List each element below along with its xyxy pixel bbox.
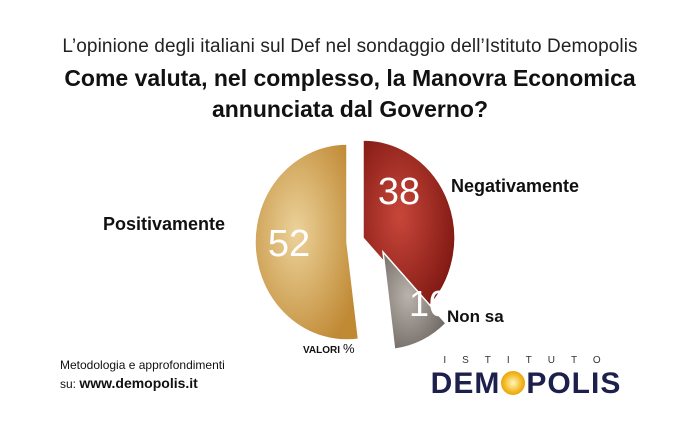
logo-sun-icon [501, 371, 526, 395]
logo-text-start: DEM [430, 367, 501, 400]
chart-subtitle: L’opinione degli italiani sul Def nel so… [62, 36, 638, 57]
pie-slice-negativamente [362, 139, 456, 311]
question-line-1: Come valuta, nel complesso, la Manovra E… [64, 65, 636, 91]
methodology-url-link[interactable]: www.demopolis.it [79, 375, 198, 391]
pie-slice-non-sa [381, 249, 448, 351]
methodology-url-line: su: www.demopolis.it [60, 374, 225, 393]
chart-question: Come valuta, nel complesso, la Manovra E… [0, 63, 700, 125]
methodology-note: Metodologia e approfondimenti su: www.de… [60, 356, 225, 393]
slice-value-label: 52 [268, 223, 310, 265]
methodology-prefix: su: [60, 377, 77, 391]
slice-category-label: Non sa [447, 307, 504, 326]
demopolis-logo: ISTITUTO DEM POLIS [414, 354, 638, 400]
slice-category-label: Positivamente [103, 214, 225, 234]
values-note-label: VALORI [303, 345, 341, 356]
pie-slice-positivamente [254, 143, 360, 341]
slice-value-label: 10 [409, 283, 449, 324]
question-line-2: annunciata dal Governo? [211, 96, 489, 122]
slice-category-label: Negativamente [451, 176, 579, 196]
logo-istituto-text: ISTITUTO [443, 355, 617, 366]
values-note-symbol: % [343, 341, 355, 356]
logo-text-end: POLIS [526, 367, 622, 400]
values-note: VALORI% [303, 341, 355, 356]
slice-value-label: 38 [378, 171, 420, 213]
logo-wordmark: DEM POLIS [414, 368, 638, 400]
methodology-line: Metodologia e approfondimenti [60, 358, 225, 372]
